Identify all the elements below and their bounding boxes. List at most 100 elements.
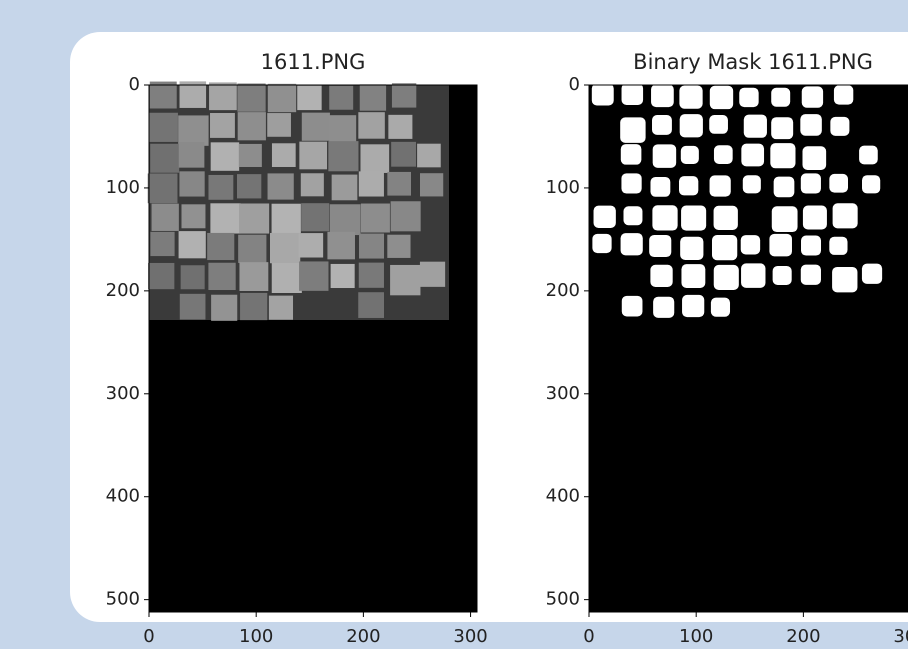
cube [361,204,390,233]
mask-blob [679,176,698,195]
mask-blob [862,264,882,284]
cube [181,265,205,289]
cube [299,261,328,290]
cube [420,173,443,196]
cube [150,144,179,173]
mask-blob [682,295,704,317]
mask-blob [771,88,790,107]
image [148,81,477,612]
mask-blob [680,237,703,260]
x-tick-label: 300 [453,626,487,647]
cube [210,113,235,138]
y-tick-label: 100 [106,177,140,198]
cube [270,233,300,263]
x-tick-label: 200 [786,626,820,647]
mask-blob [594,206,616,228]
cube [268,84,296,112]
y-tick-label: 200 [546,280,580,301]
mask-blob [622,83,644,105]
y-tick-label: 400 [546,486,580,507]
cube [387,172,411,196]
cube [331,264,355,288]
cube [392,83,416,107]
cube [148,173,178,203]
cube [211,142,239,170]
mask-blob [649,235,671,257]
cube [299,142,327,170]
mask-blob [651,84,674,107]
mask-blob [621,233,643,255]
cube [329,115,356,142]
y-tick-label: 200 [106,280,140,301]
cube [207,233,234,260]
y-tick-label: 0 [569,74,580,95]
cube [329,86,353,110]
cube [237,174,261,198]
mask-blob [743,175,761,193]
chart-title: 1611.PNG [261,50,366,74]
mask-blob [592,84,614,106]
cube [387,235,410,258]
mask-blob [800,114,822,136]
mask-blob [653,297,674,318]
cube [420,262,445,287]
cube [237,83,265,111]
mask-blob [622,296,643,317]
cube [327,232,355,260]
mask-blob [859,146,878,165]
cube [239,144,262,167]
cube [150,232,174,256]
cube [330,204,361,235]
mask-blob [770,143,795,168]
mask-blob [772,206,798,232]
cube [238,235,266,263]
cube [360,84,386,110]
mask-blob [621,144,642,165]
cube [358,292,384,318]
cube [152,204,179,231]
cube [208,175,233,200]
x-tick-label: 300 [893,626,908,647]
cube [358,112,385,139]
cube [360,144,389,173]
cube [269,296,293,320]
mask-blob [739,88,758,107]
cube [302,113,330,141]
mask-blob [621,173,641,193]
mask-blob [830,117,849,136]
mask-blob [803,206,827,230]
mask-blob [710,86,733,109]
cube [210,203,240,233]
cube [149,113,178,142]
cube [209,82,237,110]
mask-blob [709,115,728,134]
cube [181,204,205,228]
mask-blob [741,235,760,254]
cube [359,171,384,196]
mask-blob [714,145,733,164]
x-tick-label: 100 [679,626,713,647]
mask-blob [771,117,793,139]
mask-blob [712,235,737,260]
mask-blob [652,115,672,135]
mask-blob [681,264,705,288]
cube [180,294,206,320]
mask-blob [801,265,821,285]
mask-blob [801,173,821,193]
x-tick-label: 200 [346,626,380,647]
y-tick-label: 0 [129,74,140,95]
image [589,83,908,612]
mask-blob [744,115,767,138]
mask-blob [801,236,821,256]
cube [208,263,235,290]
cube [240,293,267,320]
mask-blob [741,263,765,287]
cube [417,144,441,168]
cube [391,142,416,167]
cube [301,173,324,196]
screenshot: 1611.PNG01002003004005000100200300Binary… [0,0,908,649]
cube [238,112,266,140]
x-tick-label: 0 [583,626,594,647]
mask-blob [833,203,858,228]
mask-blob [714,265,739,290]
